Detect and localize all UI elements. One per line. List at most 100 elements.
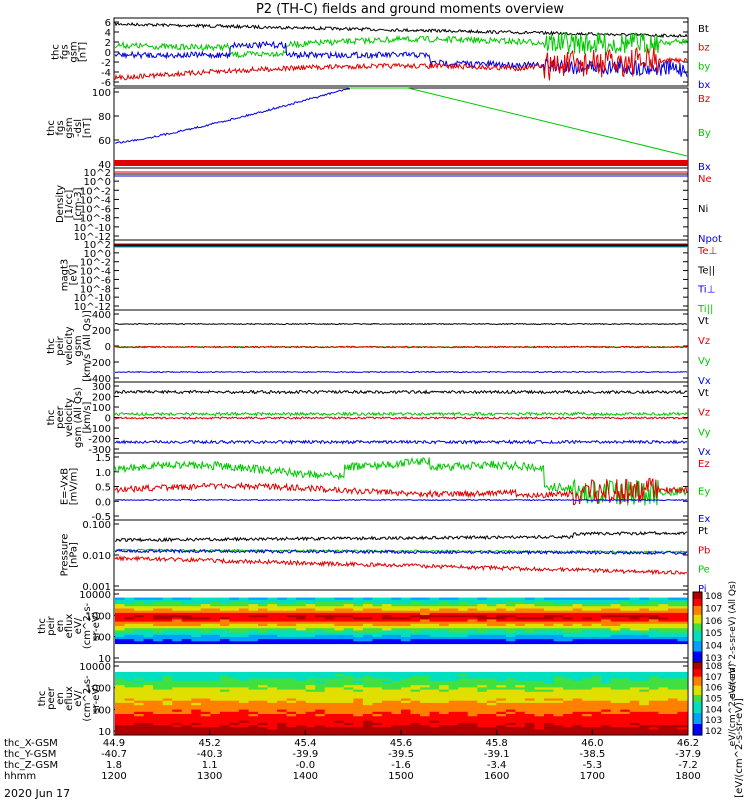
spec-cell <box>143 626 154 629</box>
spec-cell <box>343 634 354 638</box>
spec-cell <box>372 615 383 618</box>
spec-cell <box>486 707 497 711</box>
spec-cell <box>515 727 526 731</box>
spec-cell <box>238 729 249 733</box>
spec-cell <box>553 722 564 726</box>
spec-cell <box>544 630 555 634</box>
spec-cell <box>362 599 373 603</box>
spec-cell <box>563 680 574 684</box>
spec-cell <box>334 727 345 731</box>
spec-cell <box>115 626 126 629</box>
spec-cell <box>582 689 593 693</box>
spec-cell <box>258 685 269 688</box>
spec-cell <box>362 632 373 636</box>
spec-cell <box>143 718 154 722</box>
spec-cell <box>315 639 326 642</box>
spec-cell <box>134 731 145 735</box>
spec-cell <box>648 606 659 610</box>
spec-cell <box>439 641 450 645</box>
spec-cell <box>286 696 297 700</box>
spec-cell <box>496 628 507 631</box>
spec-cell <box>353 634 364 638</box>
spec-cell <box>639 606 650 610</box>
spec-cell <box>544 694 555 697</box>
spec-cell <box>410 606 421 610</box>
colorbar-cell <box>693 614 702 618</box>
ytick-label: 10^-10 <box>74 223 111 234</box>
spec-cell <box>544 599 555 603</box>
spec-cell <box>648 626 659 629</box>
spec-cell <box>629 617 640 621</box>
spec-cell <box>286 674 297 677</box>
spec-cell <box>572 612 583 616</box>
spec-cell <box>305 729 316 733</box>
spec-cell <box>572 626 583 629</box>
spec-cell <box>458 720 469 724</box>
spec-cell <box>181 698 192 702</box>
spec-cell <box>544 707 555 711</box>
spec-cell <box>563 729 574 733</box>
spec-cell <box>486 612 497 616</box>
spec-cell <box>458 705 469 708</box>
spec-cell <box>248 729 259 733</box>
spec-cell <box>210 729 221 733</box>
spec-cell <box>277 610 288 614</box>
spec-cell <box>439 639 450 642</box>
spec-cell <box>391 610 402 614</box>
spec-cell <box>181 707 192 711</box>
spec-cell <box>372 700 383 704</box>
spec-cell <box>629 674 640 677</box>
spec-cell <box>420 689 431 693</box>
spec-cell <box>401 687 412 691</box>
spec-cell <box>515 683 526 686</box>
spec-cell <box>334 674 345 677</box>
spec-cell <box>143 632 154 636</box>
spec-cell <box>210 683 221 686</box>
colorbar-cell <box>693 725 702 729</box>
spec-cell <box>353 714 364 717</box>
spec-cell <box>544 639 555 642</box>
spec-cell <box>315 683 326 686</box>
spec-cell <box>143 636 154 640</box>
spec-cell <box>153 689 164 693</box>
spec-cell <box>238 683 249 686</box>
spec-cell <box>200 601 211 605</box>
trace-fgs_gsm-blue <box>114 40 688 77</box>
spec-cell <box>524 707 535 711</box>
spec-cell <box>401 698 412 702</box>
spec-cell <box>524 610 535 614</box>
spec-cell <box>401 680 412 684</box>
spec-cell <box>553 621 564 625</box>
colorbar-cell <box>693 731 702 734</box>
spec-cell <box>258 731 269 735</box>
spec-cell <box>677 718 688 722</box>
spec-cell <box>391 671 402 675</box>
spec-cell <box>544 689 555 693</box>
spec-cell <box>248 641 259 645</box>
spec-cell <box>134 720 145 724</box>
spec-cell <box>229 601 240 605</box>
spec-cell <box>258 608 269 612</box>
spec-cell <box>286 683 297 686</box>
spec-cell <box>429 731 440 735</box>
spec-cell <box>610 639 621 642</box>
spec-cell <box>534 632 545 636</box>
spec-cell <box>515 725 526 728</box>
spec-cell <box>172 630 183 634</box>
spec-cell <box>124 634 135 638</box>
spec-cell <box>181 678 192 682</box>
spec-cell <box>582 608 593 612</box>
colorbar-cell <box>693 607 702 611</box>
spec-cell <box>172 727 183 731</box>
spec-cell <box>238 725 249 728</box>
colorbar-cell <box>693 616 702 619</box>
spec-cell <box>610 671 621 675</box>
spec-cell <box>591 634 602 638</box>
spec-cell <box>219 630 230 634</box>
ytick-label: 10^-10 <box>74 293 111 304</box>
spec-cell <box>210 702 221 706</box>
spec-cell <box>258 696 269 700</box>
spec-cell <box>191 718 202 722</box>
spec-cell <box>563 720 574 724</box>
spec-cell <box>658 725 669 728</box>
